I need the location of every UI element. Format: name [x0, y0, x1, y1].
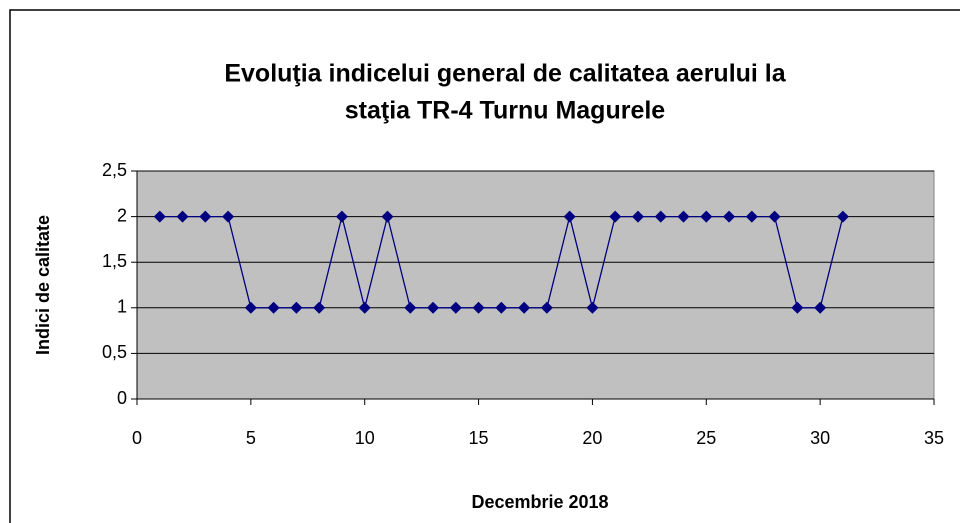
chart-frame: [9, 9, 960, 523]
y-tick-label: 2,5: [102, 160, 127, 180]
y-tick-label: 0,5: [102, 342, 127, 362]
y-axis-title: Indici de calitate: [33, 215, 53, 355]
data-point: [540, 301, 553, 314]
data-point: [836, 210, 849, 223]
data-point: [609, 210, 622, 223]
plot-area: [136, 170, 935, 400]
data-point: [745, 210, 758, 223]
data-point: [290, 301, 303, 314]
y-tick-label: 2: [117, 205, 127, 225]
data-point: [723, 210, 736, 223]
data-point: [313, 301, 326, 314]
data-point: [176, 210, 189, 223]
y-tick-label: 1,5: [102, 251, 127, 271]
chart-title: staţia TR-4 Turnu Magurele: [345, 97, 666, 125]
data-point: [358, 301, 371, 314]
data-point: [677, 210, 690, 223]
x-tick-label: 35: [924, 428, 944, 448]
y-tick-label: 1: [117, 297, 127, 317]
data-point: [700, 210, 713, 223]
data-point: [563, 210, 576, 223]
x-tick-label: 15: [469, 428, 489, 448]
data-point: [267, 301, 280, 314]
x-tick-label: 5: [246, 428, 256, 448]
x-tick-label: 30: [810, 428, 830, 448]
data-point: [768, 210, 781, 223]
data-point: [654, 210, 667, 223]
data-point: [381, 210, 394, 223]
data-point: [791, 301, 804, 314]
data-point: [427, 301, 440, 314]
data-point: [244, 301, 257, 314]
x-tick-label: 10: [355, 428, 375, 448]
x-tick-label: 25: [696, 428, 716, 448]
y-tick-label: 0: [117, 388, 127, 408]
chart-title: Evoluţia indicelui general de calitatea …: [224, 60, 786, 88]
data-point: [814, 301, 827, 314]
data-point: [518, 301, 531, 314]
x-tick-label: 20: [582, 428, 602, 448]
data-point: [631, 210, 644, 223]
data-point: [586, 301, 599, 314]
data-point: [153, 210, 166, 223]
data-point: [335, 210, 348, 223]
data-point: [222, 210, 235, 223]
data-point: [404, 301, 417, 314]
data-point: [449, 301, 462, 314]
data-point: [199, 210, 212, 223]
x-axis-title: Decembrie 2018: [471, 492, 608, 512]
data-point: [495, 301, 508, 314]
data-point: [472, 301, 485, 314]
x-tick-label: 0: [132, 428, 142, 448]
